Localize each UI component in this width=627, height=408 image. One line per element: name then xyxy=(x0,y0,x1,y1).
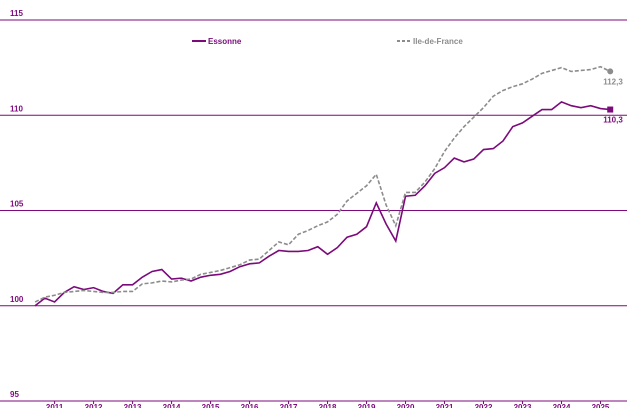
x-tick-label: 2011 xyxy=(46,403,64,408)
series-line xyxy=(34,100,611,307)
x-tick-label: 2018 xyxy=(319,403,337,408)
end-marker xyxy=(607,106,614,113)
series-line xyxy=(34,65,611,303)
y-tick-label: 100 xyxy=(10,295,24,304)
x-tick-label: 2020 xyxy=(397,403,415,408)
y-tick-label: 110 xyxy=(10,104,23,113)
x-tick-label: 2023 xyxy=(514,403,532,408)
x-tick-label: 2025 xyxy=(592,403,610,408)
y-tick-label: 95 xyxy=(10,390,19,399)
data-label: 112,3 xyxy=(603,77,623,86)
x-tick-label: 2017 xyxy=(280,403,298,408)
legend-label: Ile-de-France xyxy=(413,37,463,46)
x-tick-label: 2022 xyxy=(475,403,493,408)
x-tick-label: 2013 xyxy=(124,403,142,408)
x-tick-label: 2016 xyxy=(241,403,259,408)
x-tick-label: 2021 xyxy=(436,403,454,408)
x-tick-label: 2019 xyxy=(358,403,376,408)
y-tick-label: 105 xyxy=(10,200,24,209)
x-tick-label: 2015 xyxy=(202,403,220,408)
end-marker xyxy=(607,68,614,75)
legend-label: Essonne xyxy=(208,37,242,46)
y-tick-label: 115 xyxy=(10,9,23,18)
data-label: 110,3 xyxy=(603,116,623,125)
x-tick-label: 2012 xyxy=(85,403,103,408)
x-tick-label: 2014 xyxy=(163,403,181,408)
x-tick-label: 2024 xyxy=(553,403,571,408)
